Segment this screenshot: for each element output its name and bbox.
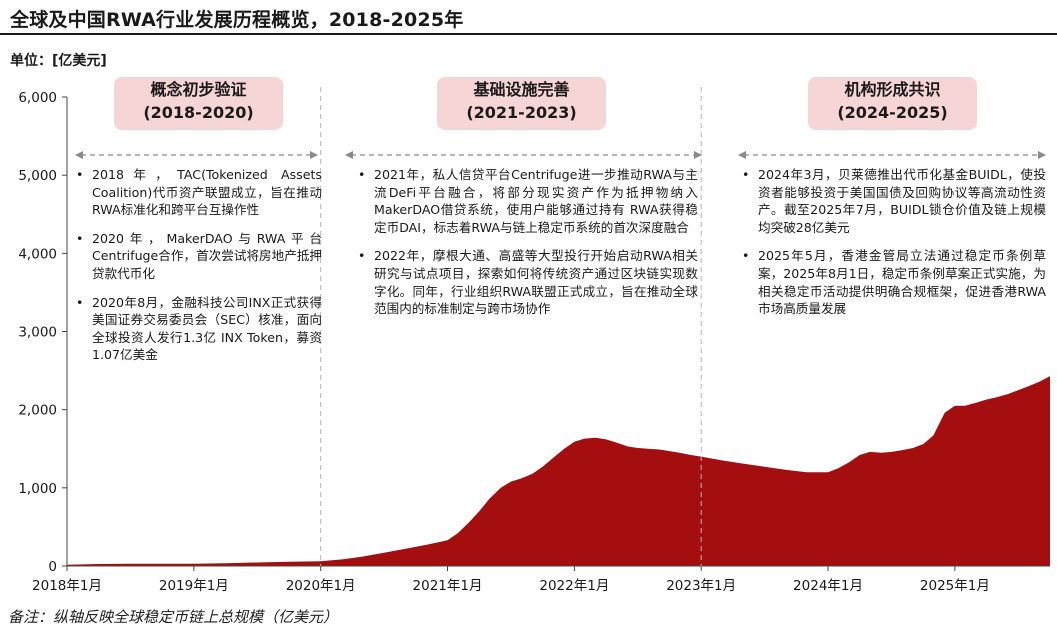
- stablecoin-area-series: [67, 376, 1050, 566]
- x-tick-label: 2022年1月: [539, 578, 609, 594]
- x-tick-label: 2021年1月: [413, 578, 483, 594]
- phase-name: 机构形成共识: [844, 80, 941, 99]
- x-tick-label: 2025年1月: [920, 578, 990, 594]
- phase-header-3: 机构形成共识 (2024-2025): [808, 77, 977, 130]
- y-tick-label: 0: [48, 559, 57, 575]
- title-divider: [0, 33, 1057, 35]
- list-item: 2021年，私人信贷平台Centrifuge进一步推动RWA与主流DeFi平台融…: [356, 166, 698, 236]
- list-item: 2020年，MakerDAO与RWA平台Centrifuge合作，首次尝试将房地…: [74, 230, 322, 283]
- unit-label: 单位：[亿美元]: [10, 53, 107, 69]
- arrow-head-right: [694, 151, 702, 159]
- arrow-head-left: [75, 151, 83, 159]
- phase-notes-3: 2024年3月，贝莱德推出代币化基金BUIDL，使投资者能够投资于美国国债及回购…: [740, 166, 1046, 329]
- y-tick-label: 5,000: [18, 168, 57, 184]
- list-item: 2020年8月，金融科技公司INX正式获得美国证券交易委员会（SEC）核准，面向…: [74, 294, 322, 364]
- x-tick-label: 2023年1月: [666, 578, 736, 594]
- y-tick-label: 2,000: [18, 403, 57, 419]
- x-tick-label: 2020年1月: [286, 578, 356, 594]
- arrow-head-left: [345, 151, 353, 159]
- list-item: 2018年，TAC(Tokenized Assets Coalition)代币资…: [74, 166, 322, 219]
- phase-header-2: 基础设施完善 (2021-2023): [437, 77, 606, 130]
- x-tick-label: 2018年1月: [32, 578, 102, 594]
- phase-notes-1: 2018年，TAC(Tokenized Assets Coalition)代币资…: [74, 166, 322, 375]
- page-title: 全球及中国RWA行业发展历程概览，2018-2025年: [10, 9, 464, 31]
- x-tick-label: 2024年1月: [793, 578, 863, 594]
- phase-notes-2: 2021年，私人信贷平台Centrifuge进一步推动RWA与主流DeFi平台融…: [356, 166, 698, 329]
- footnote: 备注：纵轴反映全球稳定币链上总规模（亿美元）: [8, 608, 339, 626]
- phase-period: (2018-2020): [143, 103, 254, 122]
- phase-name: 概念初步验证: [150, 80, 247, 99]
- arrow-head-left: [738, 151, 746, 159]
- y-tick-label: 4,000: [18, 246, 57, 262]
- list-item: 2025年5月，香港金管局立法通过稳定币条例草案，2025年8月1日，稳定币条例…: [740, 247, 1046, 317]
- list-item: 2022年，摩根大通、高盛等大型投行开始启动RWA相关研究与试点项目，探索如何将…: [356, 247, 698, 317]
- phase-period: (2024-2025): [837, 103, 948, 122]
- phase-name: 基础设施完善: [473, 80, 570, 99]
- x-tick-label: 2019年1月: [159, 578, 229, 594]
- list-item: 2024年3月，贝莱德推出代币化基金BUIDL，使投资者能够投资于美国国债及回购…: [740, 166, 1046, 236]
- arrow-head-right: [310, 151, 318, 159]
- y-tick-label: 3,000: [18, 325, 57, 341]
- phase-period: (2021-2023): [466, 103, 577, 122]
- arrow-head-right: [1038, 151, 1046, 159]
- phase-header-1: 概念初步验证 (2018-2020): [114, 77, 283, 130]
- y-tick-label: 6,000: [18, 90, 57, 106]
- y-tick-label: 1,000: [18, 481, 57, 497]
